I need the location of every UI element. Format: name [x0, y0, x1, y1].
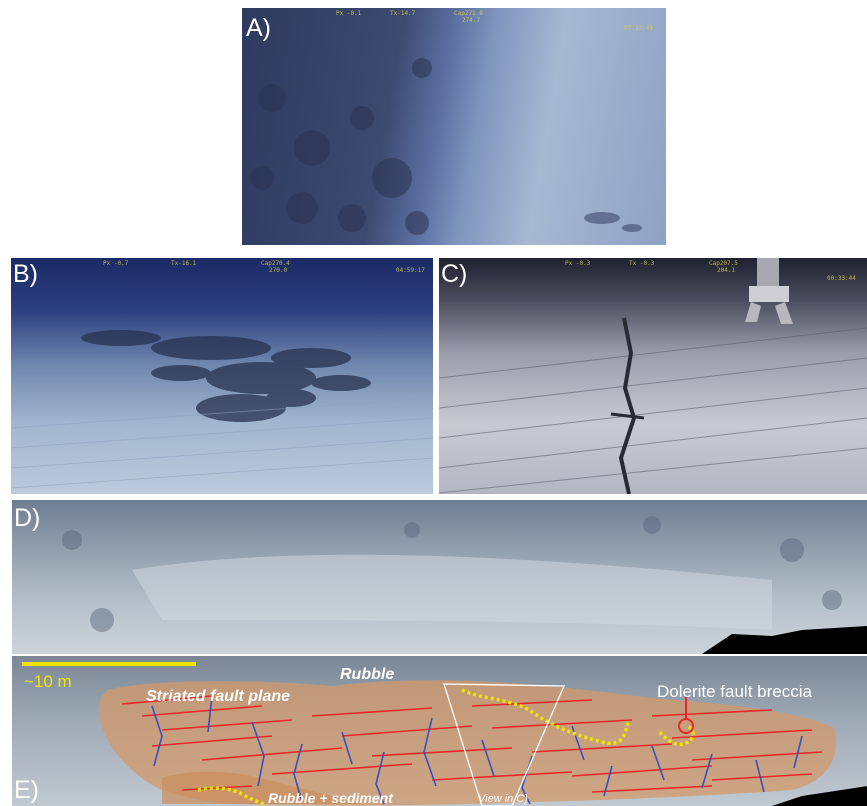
label-dolerite-fault-breccia: Dolerite fault breccia [657, 682, 812, 701]
hud-clock: 04:59:17 [396, 267, 425, 274]
hud-heading: 204.1 [717, 267, 736, 274]
panel-label-c: C) [441, 260, 468, 288]
hud-tilt: Tx-16.1 [171, 260, 197, 267]
hud-heading: 274.7 [462, 17, 481, 24]
manipulator-arm [745, 258, 793, 324]
hud-clock: 07:33:49 [624, 25, 653, 32]
photo-panel-d: D) [12, 500, 867, 654]
label-rubble-sediment: Rubble + sediment [268, 790, 393, 806]
hud-cap: Cap271.8 [454, 10, 483, 17]
hud-pitch: Px -0.1 [336, 10, 362, 17]
hud-cap: Cap207.5 [709, 260, 738, 267]
breccia-marker [678, 718, 694, 734]
panel-label-b: B) [13, 260, 38, 288]
hud-tilt: Tx-14.7 [390, 10, 416, 17]
hud-tilt: Tx -0.3 [629, 260, 655, 267]
seafloor-texture-a [250, 58, 642, 235]
hud-pitch: Px -0.3 [565, 260, 591, 267]
panel-label-a: A) [246, 14, 271, 42]
hud-heading: 270.0 [269, 267, 288, 274]
interpreted-overlay-e [22, 662, 867, 806]
photo-panel-a: A) Px -0.1 Tx-14.7 Cap271.8 274.7 07:33:… [242, 8, 666, 245]
hud-clock: 00:33:44 [827, 275, 856, 282]
photo-panel-e: ~10 m Rubble Striated fault plane Doleri… [12, 656, 867, 806]
fault-plane-area [99, 680, 837, 806]
seafloor-texture-b [11, 330, 433, 489]
label-striated-fault-plane: Striated fault plane [146, 688, 291, 705]
seafloor-texture-d [62, 516, 867, 654]
hud-cap: Cap270.4 [261, 260, 290, 267]
striations [121, 695, 823, 793]
panel-label-d: D) [14, 504, 41, 532]
panel-label-e: E) [14, 776, 39, 804]
hud-pitch: Px -0.7 [103, 260, 129, 267]
lower-rubble-area [162, 771, 362, 804]
fractures [151, 695, 803, 805]
breccia-traces [197, 688, 695, 806]
photo-panel-c: C) Px -0.3 Tx -0.3 Cap207.5 204.1 00:33:… [439, 258, 867, 494]
seafloor-texture-c [439, 258, 867, 494]
label-view-in-c: View in C) [478, 793, 528, 805]
photo-panel-b: B) Px -0.7 Tx-16.1 Cap270.4 270.0 04:59:… [11, 258, 433, 494]
view-in-c-box [443, 683, 565, 806]
label-rubble: Rubble [340, 666, 395, 683]
scale-bar-label: ~10 m [24, 672, 72, 691]
